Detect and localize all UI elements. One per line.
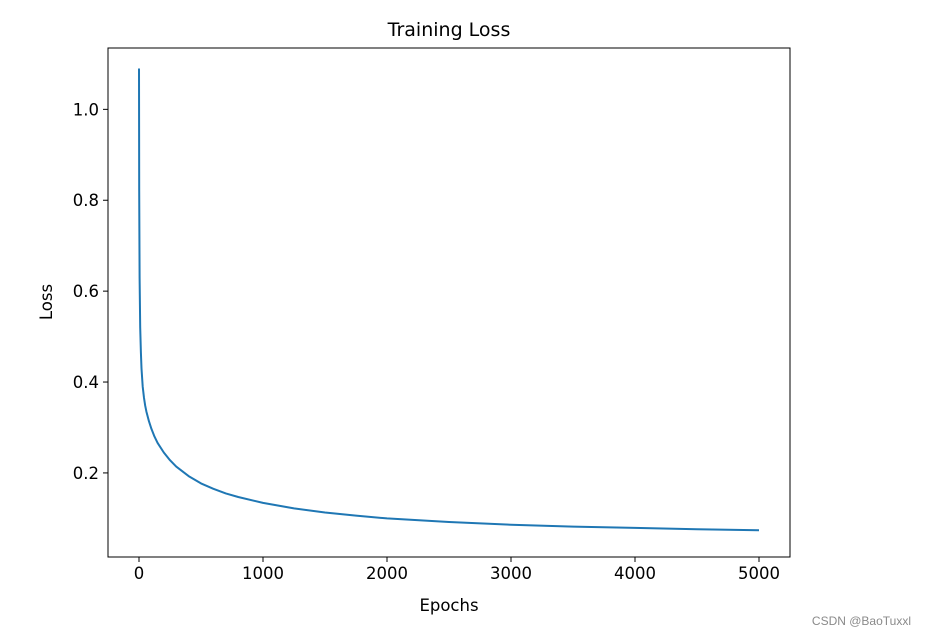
x-tick-label: 3000 xyxy=(490,564,532,583)
x-tick-label: 5000 xyxy=(738,564,780,583)
y-tick-label: 0.2 xyxy=(73,464,99,483)
x-tick-label: 2000 xyxy=(366,564,408,583)
y-axis-label: Loss xyxy=(37,284,56,320)
x-axis-label: Epochs xyxy=(419,596,478,615)
axis-ticks: 0 1000 2000 3000 4000 5000 0.2 0.4 0.6 0.8 1.0 xyxy=(73,100,780,583)
watermark: CSDN @BaoTuxxl xyxy=(811,614,911,628)
x-tick-label: 1000 xyxy=(242,564,284,583)
x-tick-label: 4000 xyxy=(614,564,656,583)
y-tick-label: 0.6 xyxy=(73,282,99,301)
loss-curve xyxy=(138,68,760,532)
y-tick-label: 0.4 xyxy=(73,373,99,392)
chart-title: Training Loss xyxy=(387,19,511,41)
plot-series xyxy=(138,68,760,532)
y-tick-label: 0.8 xyxy=(73,191,99,210)
y-tick-label: 1.0 xyxy=(73,100,99,119)
x-tick-label: 0 xyxy=(134,564,145,583)
plot-frame xyxy=(107,47,791,558)
